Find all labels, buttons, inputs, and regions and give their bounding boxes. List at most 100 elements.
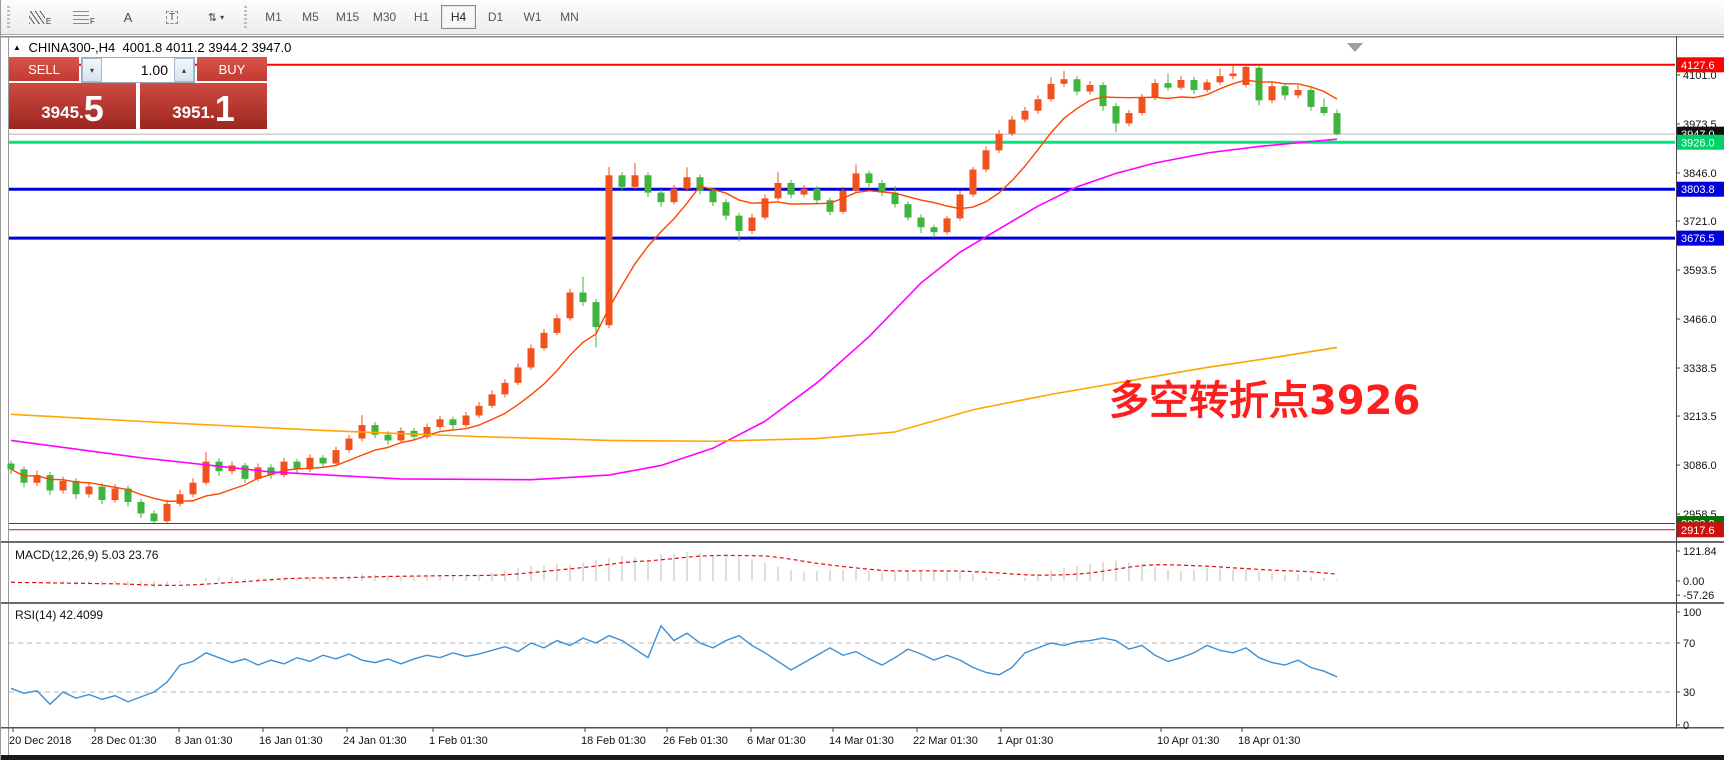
candle-body xyxy=(1190,79,1198,90)
macd-indicator-label: MACD(12,26,9) 5.03 23.76 xyxy=(15,548,159,562)
price-badge-3926.0 xyxy=(1677,134,1724,150)
candle-body xyxy=(1099,84,1107,107)
price-badge-label: 4127.6 xyxy=(1681,60,1715,72)
candle-body xyxy=(735,215,743,232)
price-tick-label: 3593.5 xyxy=(1683,265,1717,277)
candle-body xyxy=(566,292,574,319)
candle-body xyxy=(969,169,977,195)
candle-body xyxy=(306,457,314,470)
candle-body xyxy=(137,501,145,514)
chart-title: ▲ CHINA300-,H4 4001.8 4011.2 3944.2 3947… xyxy=(13,40,291,55)
toolbar-grip[interactable] xyxy=(7,6,14,28)
candle-body xyxy=(85,486,93,495)
candle-body xyxy=(644,175,652,193)
candle-body xyxy=(813,188,821,201)
timeframe-button-w1[interactable]: W1 xyxy=(523,10,542,24)
main-macd-separator[interactable] xyxy=(1,541,1724,543)
candle-body xyxy=(1125,113,1133,124)
candle-body xyxy=(449,419,457,426)
candle-body xyxy=(423,427,431,437)
time-axis-label: 14 Mar 01:30 xyxy=(829,735,894,747)
candle-body xyxy=(1138,97,1146,114)
time-axis-label: 28 Dec 01:30 xyxy=(91,735,156,747)
candle-body xyxy=(371,425,379,435)
price-tick-label: 3086.0 xyxy=(1683,460,1717,472)
price-tick-label: 3846.0 xyxy=(1683,168,1717,180)
sell-button[interactable]: SELL xyxy=(9,57,79,83)
candle-body xyxy=(592,302,600,328)
candle-body xyxy=(774,182,782,199)
timeframe-button-m1[interactable]: M1 xyxy=(265,10,282,24)
price-badge-label: 3926.0 xyxy=(1681,137,1715,149)
rsi-tick-label: 70 xyxy=(1683,638,1695,650)
timeframe-button-mn[interactable]: MN xyxy=(560,10,579,24)
price-tick-label: 4101.0 xyxy=(1683,70,1717,82)
one-click-trading-panel: SELL ▾ 1.00 ▴ BUY 3945. 5 3951. 1 xyxy=(9,57,267,129)
volume-decrease-button[interactable]: ▾ xyxy=(82,58,102,82)
candle-body xyxy=(982,150,990,170)
window-bottom-border xyxy=(1,755,1724,760)
price-badge-3803.8 xyxy=(1677,181,1724,197)
equidistant-channel-icon[interactable]: E xyxy=(24,3,56,31)
time-axis-label: 20 Dec 2018 xyxy=(9,735,71,747)
price-badge-label: 2917.6 xyxy=(1681,525,1715,537)
candle-body xyxy=(384,434,392,441)
candle-body xyxy=(1034,99,1042,111)
buy-price-tile[interactable]: 3951. 1 xyxy=(140,83,267,129)
price-tick-label: 3338.5 xyxy=(1683,363,1717,375)
sell-price-tile[interactable]: 3945. 5 xyxy=(9,83,136,129)
candle-body xyxy=(540,332,548,349)
macd-tick-label: 0.00 xyxy=(1683,576,1704,588)
candle-body xyxy=(1177,79,1185,88)
candle-body xyxy=(657,192,665,203)
sell-price-small: 3945. xyxy=(41,103,84,122)
arrows-tool-icon[interactable]: ⇅ ▾ xyxy=(207,11,225,24)
fibonacci-retracement-icon[interactable]: F xyxy=(68,3,100,31)
candle-body xyxy=(943,218,951,233)
timeframe-button-h4[interactable]: H4 xyxy=(441,5,476,29)
toolbar-separator-grip[interactable] xyxy=(244,6,251,28)
candle-body xyxy=(1112,106,1120,124)
macd-rsi-separator[interactable] xyxy=(1,602,1724,604)
buy-button[interactable]: BUY xyxy=(197,57,267,83)
candle-body xyxy=(1203,82,1211,90)
volume-increase-button[interactable]: ▴ xyxy=(174,58,194,82)
candle-body xyxy=(332,450,340,464)
volume-input[interactable]: 1.00 xyxy=(140,62,168,78)
candle-body xyxy=(46,475,54,491)
timeframe-button-d1[interactable]: D1 xyxy=(487,10,504,24)
price-tick-label: 3213.5 xyxy=(1683,411,1717,423)
macd-signal-line xyxy=(10,554,1338,586)
candle-body xyxy=(1307,89,1315,107)
timeframe-button-m30[interactable]: M30 xyxy=(372,10,397,24)
candle-body xyxy=(839,190,847,212)
candle-body xyxy=(904,204,912,218)
time-axis-label: 18 Apr 01:30 xyxy=(1238,735,1300,747)
candle-body xyxy=(1268,86,1276,101)
candle-body xyxy=(254,467,262,479)
timeframe-button-m15[interactable]: M15 xyxy=(335,10,360,24)
timeframe-button-h1[interactable]: H1 xyxy=(413,10,430,24)
time-axis-label: 1 Feb 01:30 xyxy=(429,735,488,747)
time-axis-label: 8 Jan 01:30 xyxy=(175,735,233,747)
rsi-tick-label: 0 xyxy=(1683,720,1689,732)
candle-body xyxy=(462,415,470,426)
text-label-icon[interactable]: T xyxy=(156,3,188,31)
collapse-arrow-icon[interactable]: ▲ xyxy=(13,43,21,52)
candle-body xyxy=(150,513,158,522)
candle-body xyxy=(1320,106,1328,114)
chart-canvas[interactable]: 4101.03973.53846.03721.03593.53466.03338… xyxy=(1,36,1724,760)
buy-price-big: 1 xyxy=(214,88,235,129)
candle-body xyxy=(696,177,704,191)
candle-body xyxy=(1294,89,1302,96)
timeframe-button-m5[interactable]: M5 xyxy=(302,10,319,24)
chart-text-annotation[interactable]: 多空转折点3926 xyxy=(1109,378,1421,424)
chart-shift-marker-icon[interactable] xyxy=(1347,43,1363,52)
time-axis-label: 10 Apr 01:30 xyxy=(1157,735,1219,747)
ma-mid-line xyxy=(10,138,1338,481)
text-icon[interactable]: A xyxy=(123,9,133,25)
rsi-indicator-label: RSI(14) 42.4099 xyxy=(15,608,104,622)
candle-body xyxy=(709,190,717,203)
volume-box: ▾ 1.00 ▴ xyxy=(81,57,195,83)
